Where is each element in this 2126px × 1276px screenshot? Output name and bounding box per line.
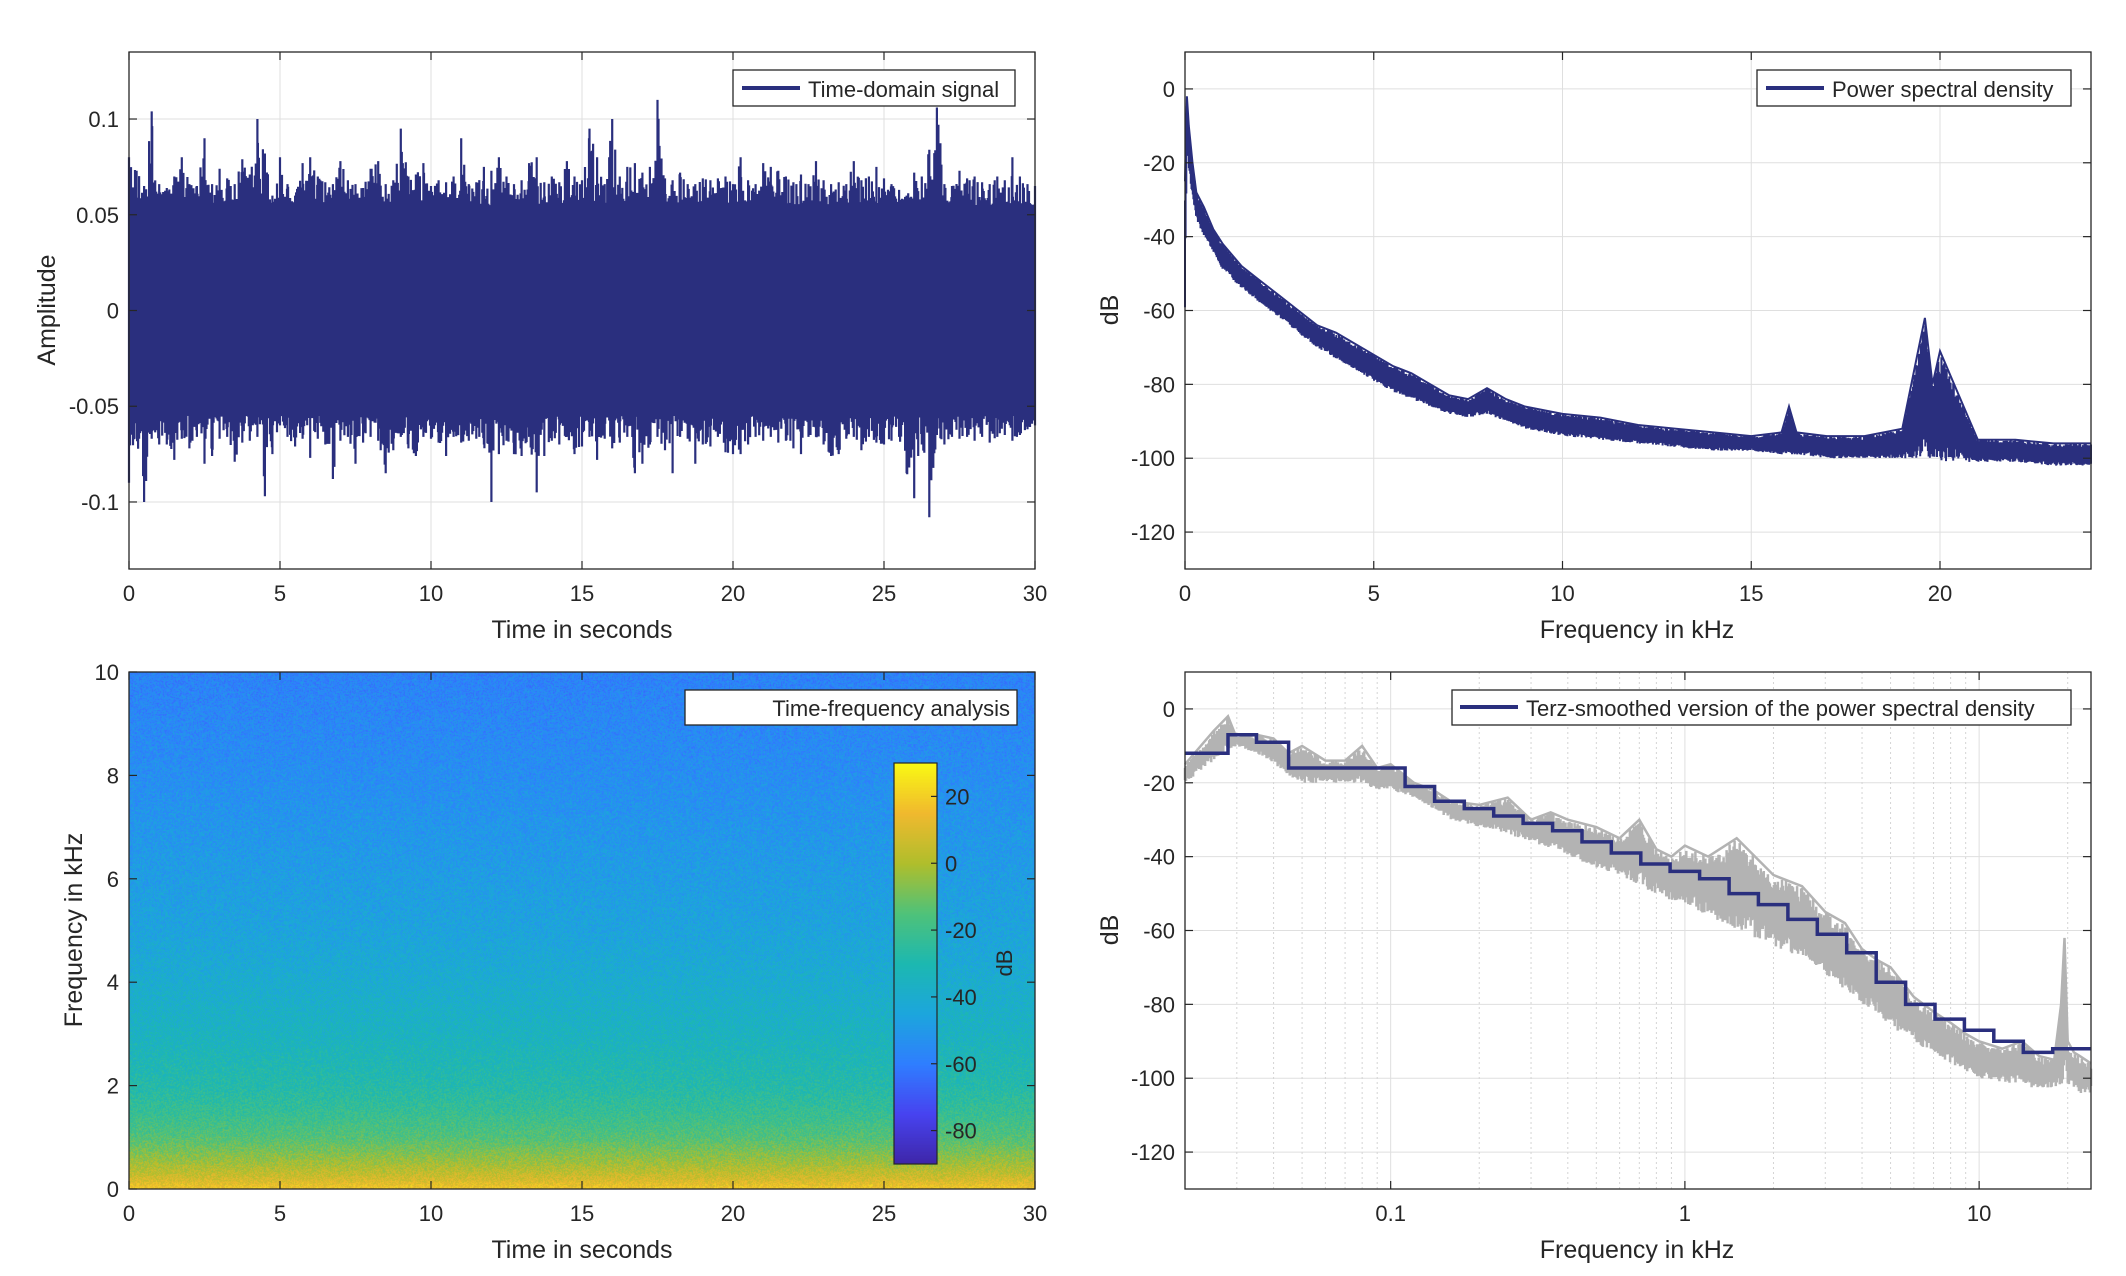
spectrogram-x-axis-label: Time in seconds (491, 1236, 672, 1264)
time-domain-x-ticks: 0 5 10 15 20 25 30 (123, 52, 1047, 606)
psd-trace (1184, 96, 2092, 466)
x-tick-label: 5 (274, 581, 286, 606)
psd-legend: Power spectral density (1756, 69, 2072, 107)
terz-panel: 0.1 1 10 0 -20 -40 -60 -80 -100 -120 Frequency i… (1096, 671, 2093, 1264)
time-domain-x-axis-label: Time in seconds (491, 616, 672, 644)
spectrogram-title-box: Time-frequency analysis (684, 689, 1018, 726)
y-tick-label: 10 (95, 660, 119, 685)
y-tick-label: -20 (1143, 151, 1175, 176)
time-domain-y-ticks: -0.1 -0.05 0 0.05 0.1 (69, 107, 1035, 515)
y-tick-label: -80 (1143, 992, 1175, 1017)
y-tick-label: 4 (107, 970, 119, 995)
colorbar-tick-label: -60 (945, 1052, 977, 1077)
psd-y-ticks: 0 -20 -40 -60 -80 -100 -120 (1131, 77, 2091, 545)
y-tick-label: 0 (1163, 697, 1175, 722)
y-tick-label: -120 (1131, 520, 1175, 545)
psd-x-axis-label: Frequency in kHz (1540, 616, 1735, 644)
spectrogram-title-box-frame (684, 689, 1018, 726)
colorbar-frame (893, 762, 938, 1165)
y-tick-label: 0.1 (88, 107, 119, 132)
x-tick-label: 0 (1179, 581, 1191, 606)
terz-grid (1185, 672, 2091, 1189)
x-tick-label: 0 (123, 581, 135, 606)
y-tick-label: 0 (1163, 77, 1175, 102)
terz-x-ticks: 0.1 1 10 (1375, 672, 1991, 1226)
y-tick-label: -40 (1143, 845, 1175, 870)
time-domain-y-axis-label: Amplitude (33, 254, 61, 365)
x-tick-label: 0 (123, 1201, 135, 1226)
terz-x-axis-label: Frequency in kHz (1540, 1236, 1735, 1264)
y-tick-label: 0 (107, 1177, 119, 1202)
spectrogram-image (129, 672, 1035, 1189)
y-tick-label: 8 (107, 763, 119, 788)
time-domain-panel: 0 5 10 15 20 25 30 -0.1 -0.05 0 0.05 0.1 Time in s… (33, 51, 1047, 644)
spectrogram-y-axis-label: Frequency in kHz (60, 833, 88, 1028)
colorbar-label: dB (992, 950, 1017, 977)
time-domain-signal-trace (127, 99, 1037, 518)
x-tick-label: 15 (570, 1201, 594, 1226)
y-tick-label: 2 (107, 1074, 119, 1099)
y-tick-label: 0 (107, 299, 119, 324)
raw-psd-gray-upper-edge (1184, 714, 2092, 1065)
y-tick-label: -60 (1143, 919, 1175, 944)
colorbar-tick-label: -40 (945, 985, 977, 1010)
x-tick-label: 10 (1550, 581, 1574, 606)
time-domain-legend-label: Time-domain signal (808, 77, 999, 102)
x-tick-label: 10 (419, 581, 443, 606)
terz-smoothed-step-line (1185, 733, 2091, 1055)
terz-y-ticks: 0 -20 -40 -60 -80 -100 -120 (1131, 697, 2091, 1165)
spectrogram-panel: 0 5 10 15 20 25 30 0 2 4 6 8 10 Time in seconds Fre… (60, 660, 1047, 1264)
terz-legend-label: Terz-smoothed version of the power spect… (1526, 696, 2035, 721)
y-tick-label: -100 (1131, 1066, 1175, 1091)
y-tick-label: -0.05 (69, 394, 119, 419)
x-tick-label: 5 (1368, 581, 1380, 606)
x-tick-label: 20 (721, 1201, 745, 1226)
colorbar: 20 0 -20 -40 -60 -80 dB (893, 762, 1017, 1165)
psd-x-ticks: 0 5 10 15 20 (1179, 52, 1952, 606)
y-tick-label: -40 (1143, 225, 1175, 250)
x-tick-label: 1 (1679, 1201, 1691, 1226)
x-tick-label: 10 (419, 1201, 443, 1226)
y-tick-label: -80 (1143, 372, 1175, 397)
time-domain-legend: Time-domain signal (732, 69, 1016, 107)
spectrogram-x-ticks: 0 5 10 15 20 25 30 (123, 672, 1047, 1226)
x-tick-label: 30 (1023, 1201, 1047, 1226)
terz-y-axis-label: dB (1096, 915, 1124, 946)
psd-y-axis-label: dB (1096, 295, 1124, 326)
colorbar-ticks: 20 0 -20 -40 -60 -80 (931, 784, 977, 1144)
terz-legend-box (1451, 689, 2072, 726)
colorbar-tick-label: 0 (945, 851, 957, 876)
terz-legend: Terz-smoothed version of the power spect… (1451, 689, 2072, 726)
y-tick-label: 0.05 (76, 203, 119, 228)
psd-panel: 0 5 10 15 20 0 -20 -40 -60 -80 -100 -120 Frequency… (1096, 51, 2092, 644)
x-tick-label: 20 (721, 581, 745, 606)
x-tick-label: 25 (872, 581, 896, 606)
y-tick-label: -120 (1131, 1140, 1175, 1165)
colorbar-tick-label: -20 (945, 918, 977, 943)
x-tick-label: 25 (872, 1201, 896, 1226)
x-tick-label: 30 (1023, 581, 1047, 606)
spectrogram-y-ticks: 0 2 4 6 8 10 (95, 660, 1035, 1202)
x-tick-label: 5 (274, 1201, 286, 1226)
x-tick-label: 15 (1739, 581, 1763, 606)
terz-traces (1183, 714, 2093, 1093)
y-tick-label: -60 (1143, 299, 1175, 324)
psd-legend-label: Power spectral density (1832, 77, 2053, 102)
colorbar-tick-label: -80 (945, 1119, 977, 1144)
y-tick-label: -20 (1143, 771, 1175, 796)
x-tick-label: 15 (570, 581, 594, 606)
spectrogram-title-text: Time-frequency analysis (772, 696, 1010, 721)
x-tick-label: 10 (1967, 1201, 1991, 1226)
colorbar-tick-label: 20 (945, 784, 969, 809)
x-tick-label: 0.1 (1375, 1201, 1406, 1226)
y-tick-label: 6 (107, 867, 119, 892)
psd-upper-edge (1184, 96, 2091, 445)
x-tick-label: 20 (1928, 581, 1952, 606)
y-tick-label: -0.1 (81, 490, 119, 515)
y-tick-label: -100 (1131, 446, 1175, 471)
